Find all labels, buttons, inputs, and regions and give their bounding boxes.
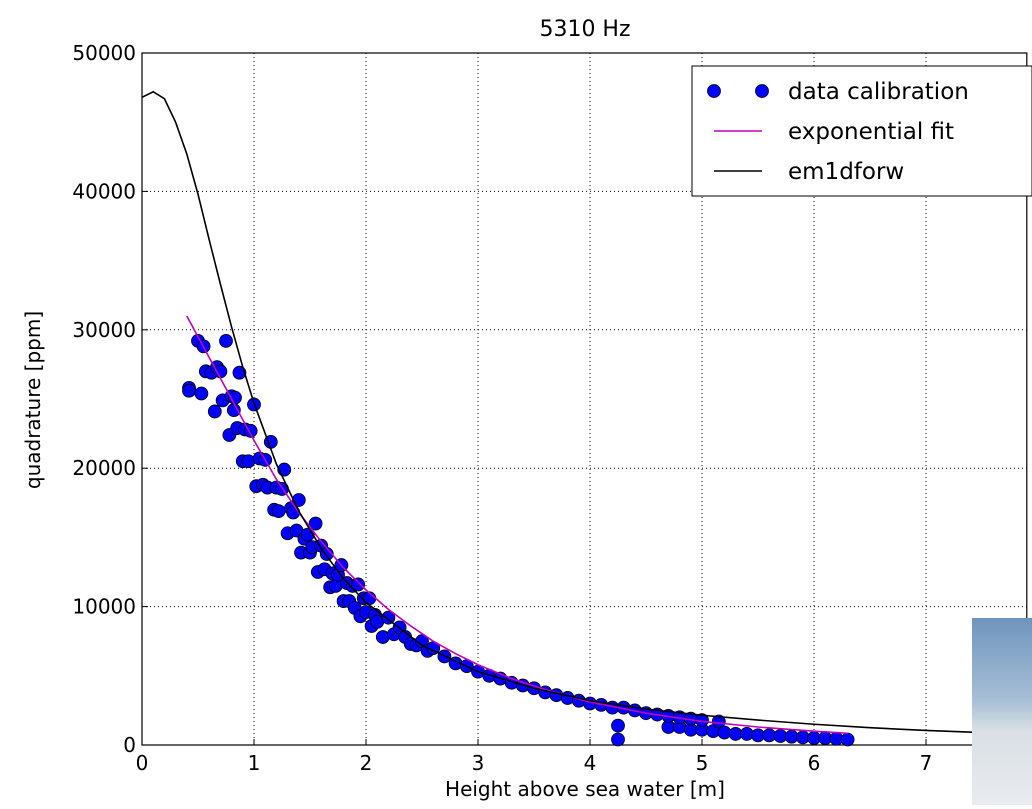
x-tick-label: 0 — [136, 751, 149, 775]
x-tick-label: 4 — [584, 751, 597, 775]
y-tick-label: 20000 — [72, 456, 136, 480]
chart-title: 5310 Hz — [539, 17, 630, 42]
line-series — [186, 315, 848, 735]
data-point — [182, 383, 196, 398]
y-tick-label: 40000 — [72, 179, 136, 203]
x-tick-label: 2 — [360, 751, 373, 775]
x-tick-label: 5 — [696, 751, 709, 775]
plot-frame — [141, 52, 1028, 746]
data-point — [219, 333, 233, 348]
line-series — [141, 90, 1027, 735]
y-axis-label: quadrature [ppm] — [21, 311, 45, 489]
data-point — [611, 732, 625, 747]
legend-marker — [755, 84, 769, 98]
legend-marker — [707, 84, 721, 98]
legend-label: exponential fit — [788, 119, 954, 145]
legend-label: em1dforw — [788, 159, 904, 185]
data-point — [351, 577, 366, 592]
data-point — [840, 732, 855, 747]
data-point — [207, 404, 222, 419]
y-tick-label: 10000 — [72, 595, 136, 619]
data-point — [381, 610, 396, 625]
inset-photo — [972, 618, 1032, 805]
y-tick-label: 30000 — [72, 318, 136, 342]
data-point — [194, 386, 209, 401]
x-tick-label: 6 — [808, 751, 821, 775]
data-point — [308, 516, 323, 531]
legend-label: data calibration — [788, 79, 969, 105]
y-tick-label: 0 — [123, 733, 136, 757]
x-tick-label: 7 — [920, 751, 933, 775]
x-tick-label: 3 — [472, 751, 485, 775]
y-tick-label: 50000 — [72, 41, 136, 65]
x-tick-label: 1 — [248, 751, 261, 775]
data-point — [611, 718, 625, 733]
data-point — [271, 504, 286, 519]
data-point — [711, 714, 726, 729]
x-axis-label: Height above sea water [m] — [445, 777, 725, 801]
